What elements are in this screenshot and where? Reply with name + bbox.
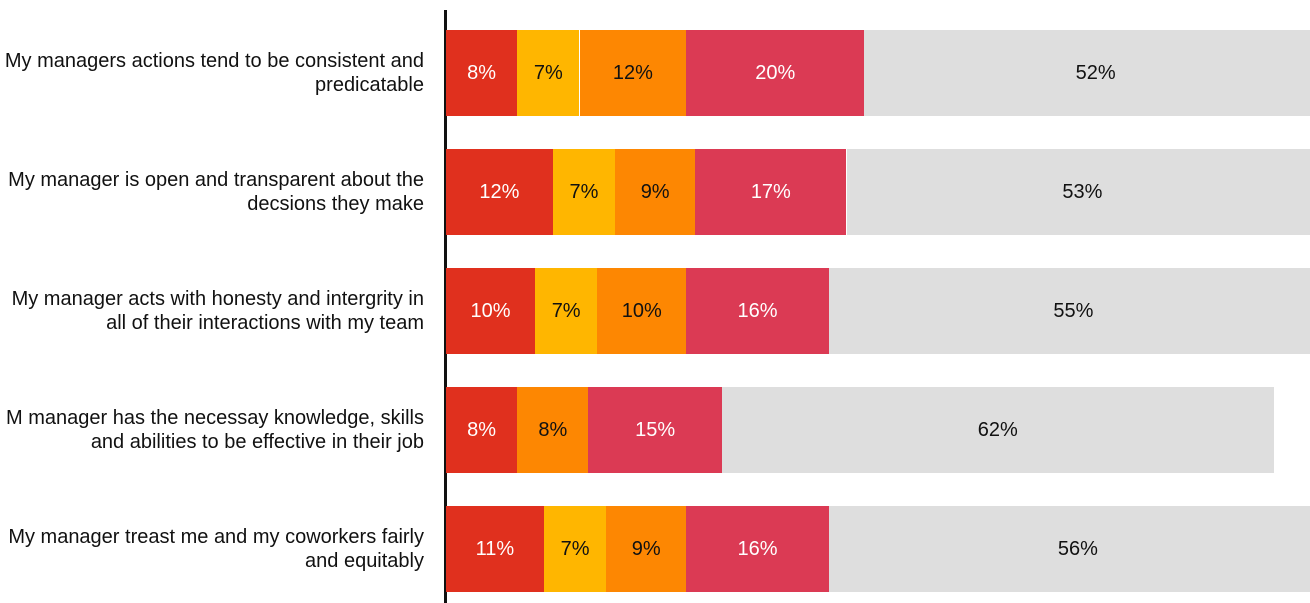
bar-segment: 17% xyxy=(695,149,847,235)
data-label: 55% xyxy=(1053,299,1094,322)
bar-segment: 56% xyxy=(828,506,1310,592)
data-label: 56% xyxy=(1057,537,1098,560)
bar-segment: 10% xyxy=(446,268,535,354)
data-label: 52% xyxy=(1075,61,1116,84)
data-label: 7% xyxy=(560,537,590,560)
data-label: 7% xyxy=(533,61,563,84)
data-label: 15% xyxy=(635,418,676,441)
data-label: 8% xyxy=(538,418,568,441)
data-label: 16% xyxy=(737,299,778,322)
y-axis-line xyxy=(444,10,447,603)
data-label: 10% xyxy=(470,299,511,322)
data-label: 8% xyxy=(467,418,497,441)
data-label: 10% xyxy=(621,299,662,322)
category-label: My managers actions tend to be consisten… xyxy=(4,50,424,96)
category-label: M manager has the necessay knowledge, sk… xyxy=(6,407,424,453)
data-label: 11% xyxy=(475,537,515,560)
data-label: 8% xyxy=(467,61,497,84)
data-label: 20% xyxy=(755,61,796,84)
bar-segment: 11% xyxy=(446,506,544,592)
bar-segment: 8% xyxy=(446,30,518,116)
category-label: My manager is open and transparent about… xyxy=(8,169,424,215)
data-label: 53% xyxy=(1062,180,1103,203)
data-label: 9% xyxy=(640,180,670,203)
bar-segment: 52% xyxy=(864,30,1310,116)
bar-segment: 15% xyxy=(588,387,722,473)
category-label: My manager treast me and my coworkers fa… xyxy=(8,526,424,572)
data-label: 7% xyxy=(569,180,599,203)
bar-segment: 20% xyxy=(686,30,865,116)
data-label: 12% xyxy=(612,61,653,84)
bar-segment: 55% xyxy=(828,268,1310,354)
bar-segment: 12% xyxy=(446,149,553,235)
bar-segment: 7% xyxy=(517,30,580,116)
bar-segment: 62% xyxy=(721,387,1274,473)
bar-segment: 12% xyxy=(579,30,687,116)
data-label: 16% xyxy=(737,537,778,560)
data-label: 17% xyxy=(750,180,791,203)
bar-segment: 7% xyxy=(543,506,607,592)
bar-segment: 8% xyxy=(517,387,589,473)
bar-segment: 16% xyxy=(686,506,829,592)
data-label: 12% xyxy=(479,180,520,203)
bar-segment: 53% xyxy=(846,149,1310,235)
bar-segment: 8% xyxy=(446,387,518,473)
bar-segment: 7% xyxy=(535,268,598,354)
data-label: 7% xyxy=(551,299,581,322)
bar-segment: 10% xyxy=(597,268,687,354)
data-label: 62% xyxy=(977,418,1018,441)
bar-segment: 9% xyxy=(615,149,696,235)
bar-segment: 16% xyxy=(686,268,829,354)
category-label: My manager acts with honesty and intergr… xyxy=(11,288,424,334)
data-label: 9% xyxy=(631,537,661,560)
bar-segment: 7% xyxy=(552,149,616,235)
bar-segment: 9% xyxy=(606,506,687,592)
